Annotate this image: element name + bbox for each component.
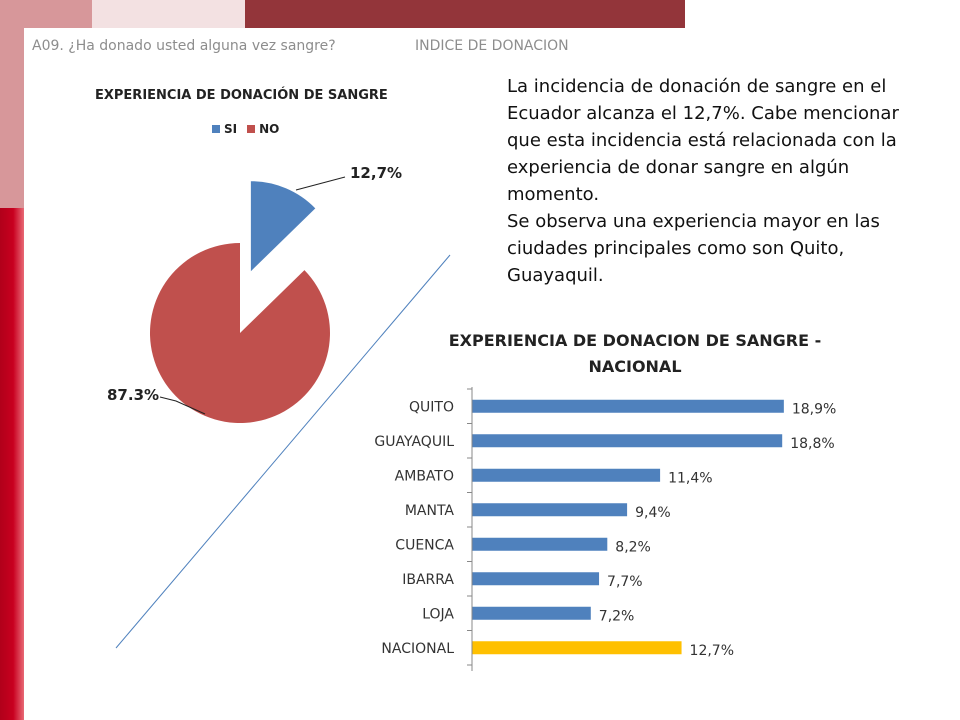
- legend-swatch-no: [247, 125, 256, 133]
- side-accent-bar-dark: [0, 208, 24, 720]
- value-label-loja: 7,2%: [599, 608, 635, 624]
- value-label-manta: 9,4%: [635, 505, 671, 521]
- bar-chart: QUITO 18,9% GUAYAQUIL 18,8% AMBATO 11,4% MANTA…: [374, 387, 836, 671]
- legend-label-no: NO: [259, 122, 280, 136]
- pie-label-no: 87.3%: [107, 386, 159, 404]
- pie-label-si: 12,7%: [350, 164, 402, 182]
- category-label-cuenca: CUENCA: [395, 537, 454, 553]
- bar-manta: [472, 503, 628, 517]
- question-header: A09. ¿Ha donado usted alguna vez sangre?: [32, 38, 336, 54]
- bar-loja: [472, 606, 591, 620]
- value-label-cuenca: 8,2%: [615, 539, 651, 555]
- category-label-ibarra: IBARRA: [402, 572, 454, 588]
- bar-cuenca: [472, 537, 608, 551]
- category-label-ambato: AMBATO: [395, 468, 454, 484]
- top-accent-bar-dark: [245, 0, 685, 28]
- section-header: INDICE DE DONACION: [415, 38, 569, 54]
- value-label-quito: 18,9%: [792, 401, 836, 417]
- legend-item-no: NO: [247, 122, 279, 136]
- bar-quito: [472, 399, 784, 413]
- top-accent-bar-pale: [92, 0, 245, 28]
- bar-guayaquil: [472, 434, 783, 448]
- legend-item-si: SI: [212, 122, 237, 136]
- bar-nacional: [472, 641, 682, 655]
- diagonal-guide-line: [115, 254, 451, 649]
- bar-chart-title: EXPERIENCIA DE DONACION DE SANGRE - NACI…: [430, 328, 840, 380]
- top-accent-bar-light: [0, 0, 92, 28]
- bar-ibarra: [472, 572, 600, 586]
- bar-ambato: [472, 468, 661, 482]
- value-label-guayaquil: 18,8%: [790, 436, 834, 452]
- legend-label-si: SI: [224, 122, 238, 136]
- category-label-quito: QUITO: [409, 399, 454, 415]
- category-label-loja: LOJA: [422, 606, 454, 622]
- category-label-guayaquil: GUAYAQUIL: [374, 434, 454, 450]
- bar-chart-title-line-2: NACIONAL: [588, 357, 682, 376]
- pie-slice-no: [149, 243, 330, 423]
- bar-chart-title-line-1: EXPERIENCIA DE DONACION DE SANGRE -: [448, 331, 822, 350]
- description-paragraph-1: La incidencia de donación de sangre en e…: [507, 76, 899, 205]
- legend-swatch-si: [212, 125, 220, 133]
- value-label-ambato: 11,4%: [668, 470, 712, 486]
- category-label-nacional: NACIONAL: [381, 641, 454, 657]
- description-paragraph-2: Se observa una experiencia mayor en las …: [507, 211, 880, 286]
- value-label-ibarra: 7,7%: [607, 574, 643, 590]
- value-label-nacional: 12,7%: [690, 643, 734, 659]
- pie-chart-title: EXPERIENCIA DE DONACIÓN DE SANGRE: [95, 88, 388, 103]
- leader-line-no: [159, 396, 206, 415]
- pie-slice-si: [250, 181, 316, 272]
- pie-legend: SI NO: [212, 122, 279, 136]
- side-accent-bar-light: [0, 28, 24, 208]
- leader-line-si: [295, 176, 346, 191]
- description-text: La incidencia de donación de sangre en e…: [507, 73, 917, 289]
- category-label-manta: MANTA: [405, 503, 455, 519]
